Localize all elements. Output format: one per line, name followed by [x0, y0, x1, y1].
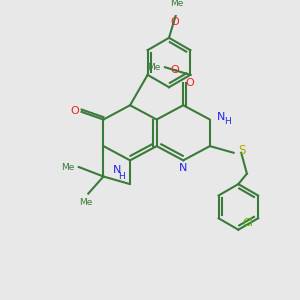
Text: O: O: [170, 64, 179, 74]
Text: H: H: [224, 117, 231, 126]
Text: Me: Me: [61, 163, 74, 172]
Text: N: N: [179, 163, 188, 173]
Text: O: O: [170, 17, 179, 27]
Text: N: N: [217, 112, 225, 122]
Text: Cl: Cl: [242, 218, 253, 228]
Text: Me: Me: [79, 198, 92, 207]
Text: S: S: [238, 144, 246, 158]
Text: Me: Me: [170, 0, 183, 8]
Text: N: N: [112, 165, 121, 175]
Text: H: H: [118, 172, 125, 181]
Text: O: O: [185, 78, 194, 88]
Text: O: O: [70, 106, 79, 116]
Text: Me: Me: [147, 63, 160, 72]
